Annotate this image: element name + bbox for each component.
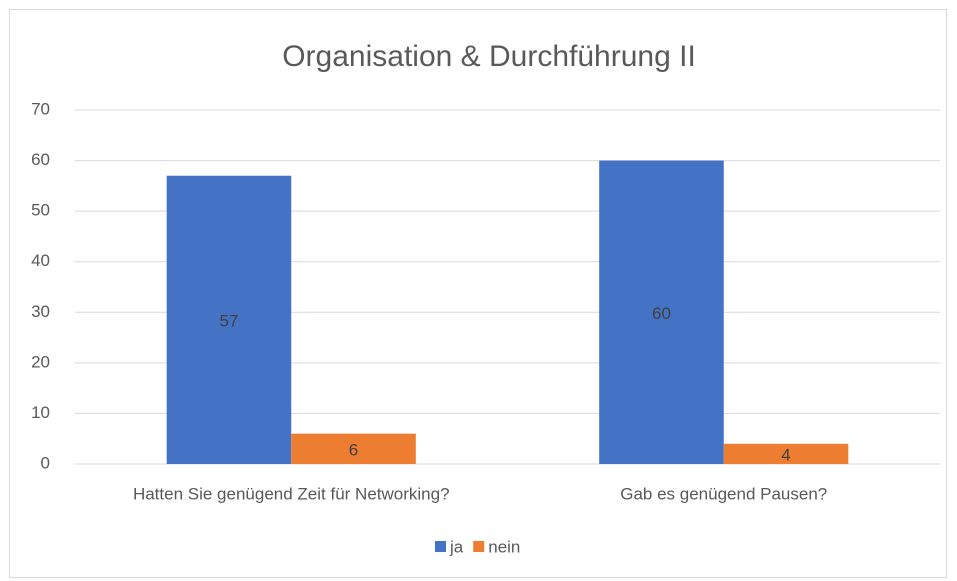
x-tick-label: Hatten Sie genügend Zeit für Networking? [133,484,450,503]
y-tick-label: 10 [31,403,50,422]
bar [291,433,416,464]
y-tick-label: 40 [31,251,50,270]
y-tick-label: 50 [31,201,50,220]
y-tick-label: 70 [31,99,50,118]
bar [166,175,292,464]
legend-swatch [435,541,446,552]
data-label: 6 [349,440,358,459]
data-label: 60 [652,304,671,323]
chart-title: Organisation & Durchführung II [282,40,696,73]
y-tick-label: 20 [31,352,50,371]
data-label: 4 [781,445,790,464]
legend-label: nein [488,537,520,556]
chart-border [9,9,947,578]
y-tick-label: 60 [31,150,50,169]
bar [599,160,724,465]
x-tick-label: Gab es genügend Pausen? [620,484,827,503]
bar [723,443,849,464]
legend-label: ja [449,537,464,556]
legend-swatch [473,541,485,552]
y-tick-label: 0 [41,453,50,472]
data-label: 57 [220,311,239,330]
y-tick-label: 30 [31,302,50,321]
